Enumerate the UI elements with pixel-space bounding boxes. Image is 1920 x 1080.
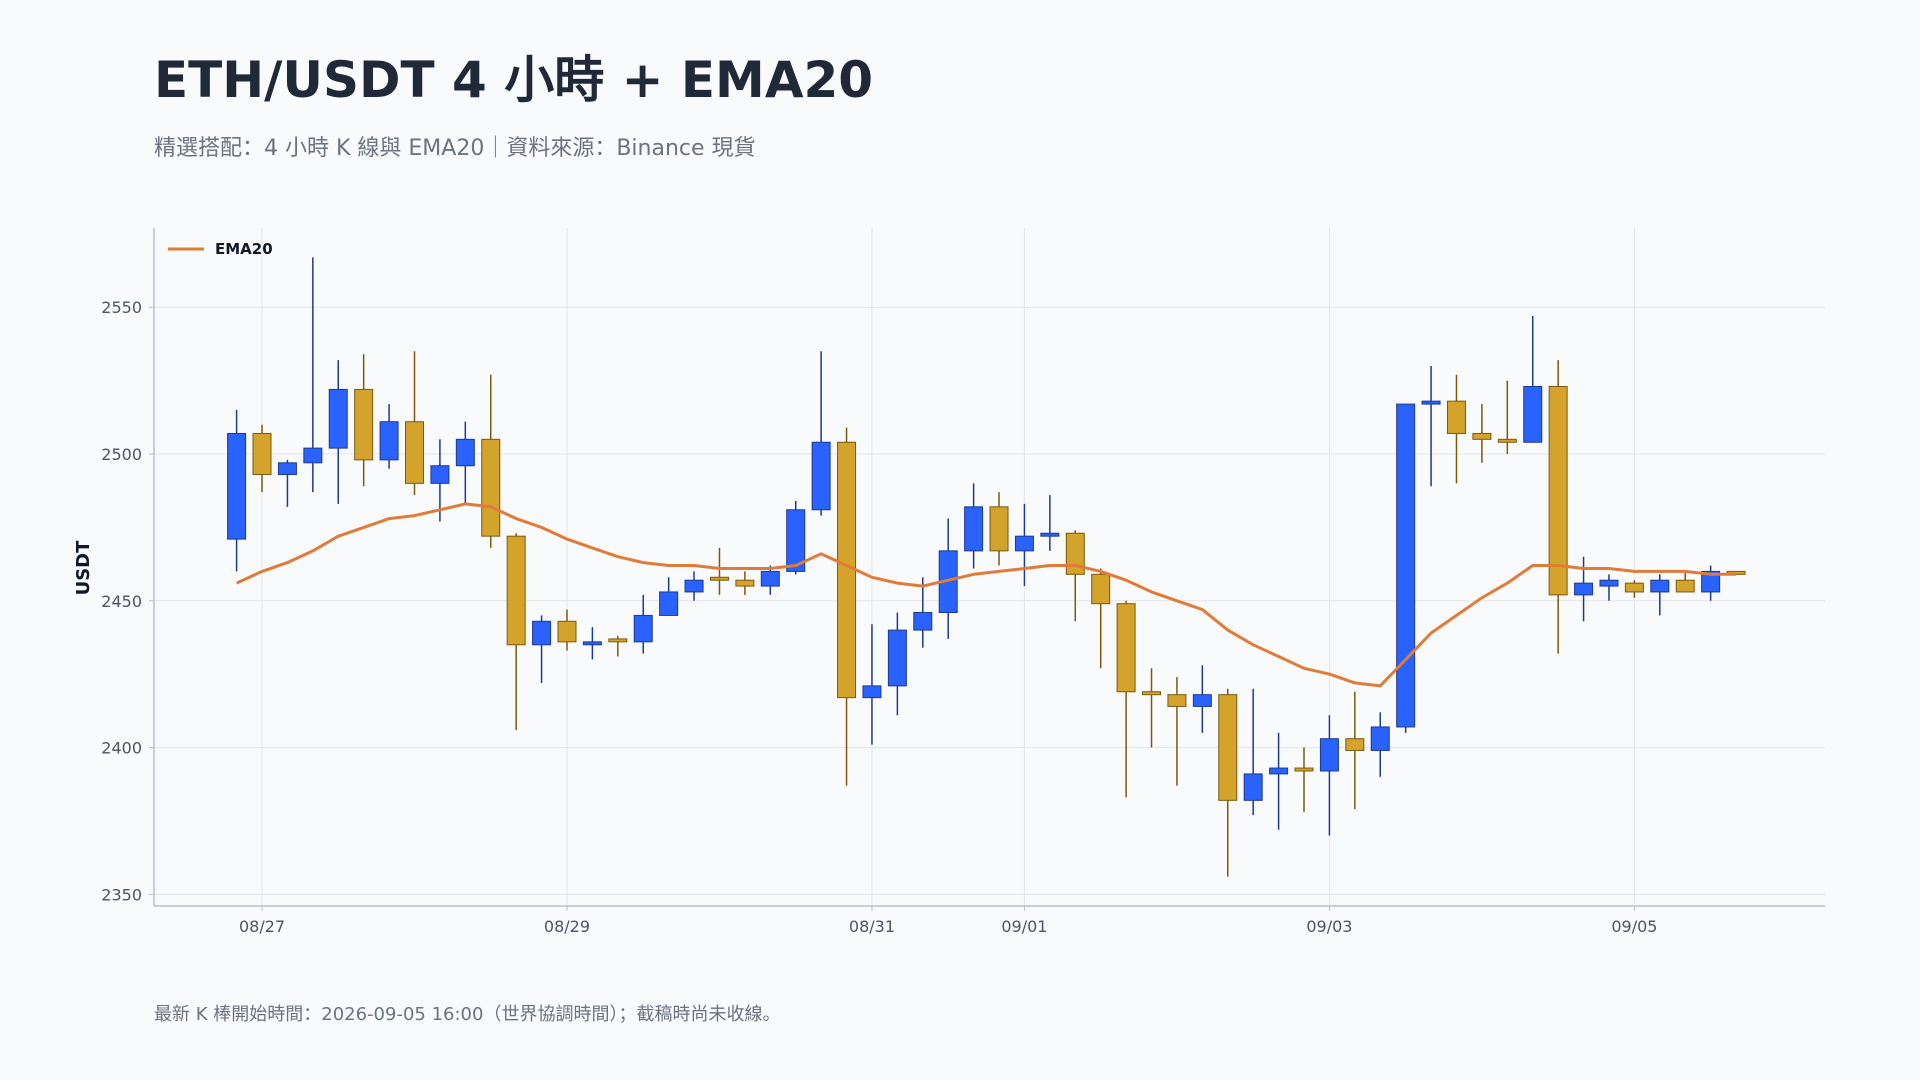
- candle-body: [1523, 385, 1543, 443]
- candle-body: [1675, 579, 1695, 593]
- candle-body: [760, 570, 780, 587]
- x-tick-label: 08/27: [239, 917, 285, 936]
- x-tick-label: 08/29: [544, 917, 590, 936]
- y-axis-label: USDT: [73, 540, 94, 596]
- candle-body: [1040, 532, 1060, 537]
- candle-body: [354, 388, 374, 461]
- candle-body: [1370, 726, 1390, 751]
- candle-body: [786, 509, 806, 572]
- candle-body: [404, 421, 424, 484]
- candle-body: [1548, 385, 1568, 596]
- candle-body: [1624, 582, 1644, 593]
- candle-body: [1472, 432, 1492, 440]
- candle-body: [1269, 767, 1289, 775]
- candle-body: [1599, 579, 1619, 587]
- candle-body: [964, 506, 984, 552]
- x-tick-label: 09/01: [1001, 917, 1047, 936]
- y-tick-label: 2400: [101, 739, 142, 758]
- chart-title: ETH/USDT 4 小時 + EMA20: [154, 51, 873, 109]
- candle-body: [1319, 738, 1339, 772]
- legend-label: EMA20: [215, 240, 273, 258]
- candle-body: [303, 447, 323, 464]
- y-tick-label: 2350: [101, 885, 142, 904]
- candle-body: [1142, 691, 1162, 696]
- candle-body: [735, 579, 755, 587]
- footnote: 最新 K 棒開始時間：2026-09-05 16:00（世界協調時間）；截稿時尚…: [154, 1004, 780, 1025]
- candle-body: [227, 432, 247, 540]
- candle-body: [887, 629, 907, 687]
- candle-body: [1497, 438, 1517, 443]
- candle-body: [328, 388, 348, 449]
- candle-body: [582, 641, 602, 646]
- candle-body: [989, 506, 1009, 552]
- x-tick-label: 09/03: [1306, 917, 1352, 936]
- y-tick-label: 2550: [101, 298, 142, 317]
- candle-body: [379, 421, 399, 461]
- x-tick-label: 09/05: [1611, 917, 1657, 936]
- candle-body: [1167, 694, 1187, 707]
- candle-body: [1574, 582, 1594, 596]
- ema-line: [235, 502, 1736, 688]
- candle-body: [1116, 603, 1136, 693]
- candle-body: [1421, 400, 1441, 405]
- chart-subtitle: 精選搭配：4 小時 K 線與 EMA20｜資料來源：Binance 現貨: [154, 136, 756, 161]
- candle-body: [811, 441, 831, 511]
- candle-body: [277, 462, 297, 476]
- candle-body: [1294, 767, 1314, 772]
- y-tick-label: 2450: [101, 592, 142, 611]
- candle-body: [1091, 573, 1111, 605]
- candle-body: [532, 620, 552, 646]
- candle-body: [913, 611, 933, 631]
- candle-body: [709, 576, 729, 581]
- candle-body: [659, 591, 679, 616]
- x-tick-label: 08/31: [849, 917, 895, 936]
- candle-body: [684, 579, 704, 593]
- candle-body: [1192, 694, 1212, 707]
- candle-body: [557, 620, 577, 643]
- candle-body: [430, 465, 450, 484]
- candle-body: [608, 638, 628, 643]
- candle-body: [1396, 403, 1416, 728]
- candle-body: [633, 614, 653, 643]
- candle-body: [1701, 570, 1721, 593]
- candle-body: [1446, 400, 1466, 434]
- candle-body: [862, 685, 882, 699]
- candle-body: [481, 438, 501, 537]
- candle-body: [455, 438, 475, 467]
- candle-body: [1650, 579, 1670, 593]
- candle-body: [1345, 738, 1365, 751]
- candle-body: [252, 432, 272, 476]
- candle-body: [1218, 694, 1238, 801]
- candle-body: [506, 535, 526, 646]
- y-tick-label: 2500: [101, 445, 142, 464]
- candle-body: [1014, 535, 1034, 552]
- candle-body: [1243, 773, 1263, 801]
